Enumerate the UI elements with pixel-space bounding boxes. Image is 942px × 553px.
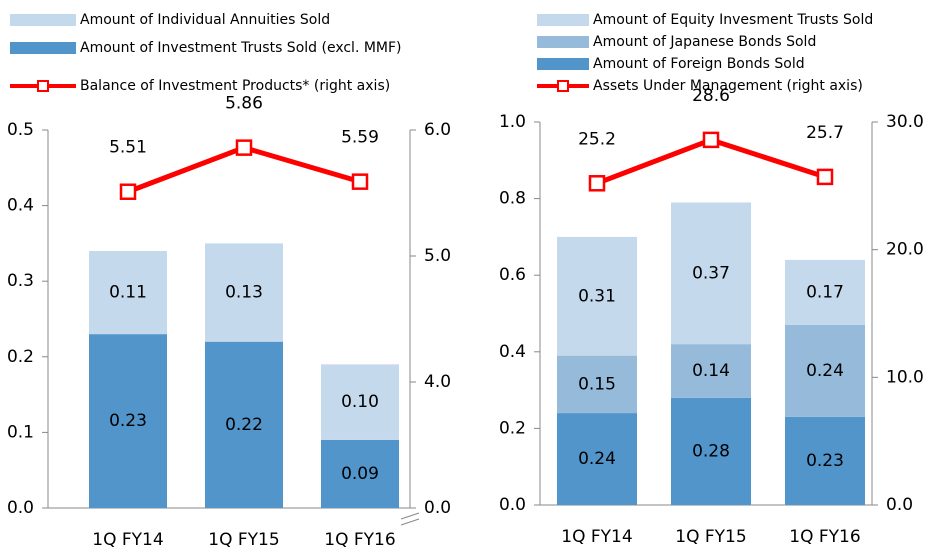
value-label: 0.09 <box>341 464 379 484</box>
legend-label: Amount of Investment Trusts Sold (excl. … <box>80 40 402 56</box>
point <box>119 183 137 200</box>
bar <box>785 324 865 417</box>
bar <box>557 413 637 505</box>
value-label: 5.59 <box>341 128 379 148</box>
x-tick-label: 1Q FY16 <box>789 527 860 547</box>
point <box>816 168 834 186</box>
y-tick-label: 0.2 <box>7 347 34 367</box>
bar <box>89 250 167 335</box>
value-label: 0.23 <box>806 451 844 471</box>
bar <box>671 397 751 505</box>
axis-break <box>400 518 420 526</box>
point <box>351 173 369 190</box>
axis-break <box>400 512 420 520</box>
legend-swatch <box>10 42 76 54</box>
y2-tick-label: 10.0 <box>886 367 924 387</box>
value-label: 0.13 <box>225 283 263 303</box>
value-label: 0.17 <box>806 282 844 302</box>
y2-tick-label: 6.0 <box>424 120 451 140</box>
axis-break-gap <box>402 516 418 522</box>
value-label: 0.22 <box>225 415 263 435</box>
value-label: 25.7 <box>806 123 844 143</box>
legend-label: Amount of Equity Invesment Trusts Sold <box>593 12 873 28</box>
y-tick-label: 0.4 <box>499 342 526 362</box>
y-tick-label: 0.1 <box>7 422 34 442</box>
x-tick-label: 1Q FY15 <box>208 530 279 550</box>
x-tick-label: 1Q FY16 <box>324 530 395 550</box>
legend-swatch <box>537 14 589 26</box>
bar <box>785 259 865 325</box>
value-label: 25.2 <box>578 129 616 149</box>
bar <box>785 416 865 505</box>
bar <box>205 341 283 508</box>
point <box>588 175 606 192</box>
x-tick-label: 1Q FY14 <box>92 530 163 550</box>
bar <box>321 439 399 508</box>
value-label: 0.15 <box>578 374 616 394</box>
value-label: 0.24 <box>806 361 844 381</box>
point <box>235 139 253 156</box>
y-tick-label: 0.6 <box>499 265 526 285</box>
legend-label: Amount of Foreign Bonds Sold <box>593 56 805 72</box>
y2-tick-label: 4.0 <box>424 372 451 392</box>
bar <box>557 236 637 356</box>
point <box>702 131 720 149</box>
legend-marker <box>557 80 569 92</box>
bar <box>671 344 751 398</box>
y-tick-label: 0.4 <box>7 196 34 216</box>
y2-tick-label: 0.0 <box>886 495 913 515</box>
bar <box>557 355 637 414</box>
y-tick-label: 0.8 <box>499 189 526 209</box>
value-label: 0.24 <box>578 449 616 469</box>
value-label: 0.10 <box>341 392 379 412</box>
legend-swatch <box>537 36 589 48</box>
x-tick-label: 1Q FY14 <box>561 527 632 547</box>
legend-label: Balance of Investment Products* (right a… <box>80 78 390 94</box>
legend-label: Amount of Individual Annuities Sold <box>80 12 330 28</box>
legend-swatch <box>537 58 589 70</box>
y-tick-label: 0.3 <box>7 271 34 291</box>
legend-swatch <box>10 14 76 26</box>
y2-tick-label: 5.0 <box>424 246 451 266</box>
value-label: 5.86 <box>225 94 263 114</box>
legend-label: Amount of Japanese Bonds Sold <box>593 34 816 50</box>
y-tick-label: 1.0 <box>499 112 526 132</box>
value-label: 28.6 <box>692 86 730 106</box>
y2-tick-label: 20.0 <box>886 240 924 260</box>
value-label: 0.31 <box>578 286 616 306</box>
bar <box>89 334 167 508</box>
y2-tick-label: 0.0 <box>424 498 451 518</box>
y2-tick-label: 30.0 <box>886 112 924 132</box>
legend-marker <box>37 80 49 92</box>
y-tick-label: 0.5 <box>7 120 34 140</box>
value-label: 0.28 <box>692 441 730 461</box>
bar <box>205 243 283 342</box>
value-label: 5.51 <box>109 138 147 158</box>
x-tick-label: 1Q FY15 <box>675 527 746 547</box>
value-label: 0.37 <box>692 263 730 283</box>
value-label: 0.14 <box>692 361 730 381</box>
y-tick-label: 0.2 <box>499 418 526 438</box>
value-label: 0.23 <box>109 411 147 431</box>
bar <box>671 202 751 345</box>
legend-label: Assets Under Management (right axis) <box>593 78 863 94</box>
y-tick-label: 0.0 <box>7 498 34 518</box>
y-tick-label: 0.0 <box>499 495 526 515</box>
value-label: 0.11 <box>109 283 147 303</box>
bar <box>321 364 399 440</box>
